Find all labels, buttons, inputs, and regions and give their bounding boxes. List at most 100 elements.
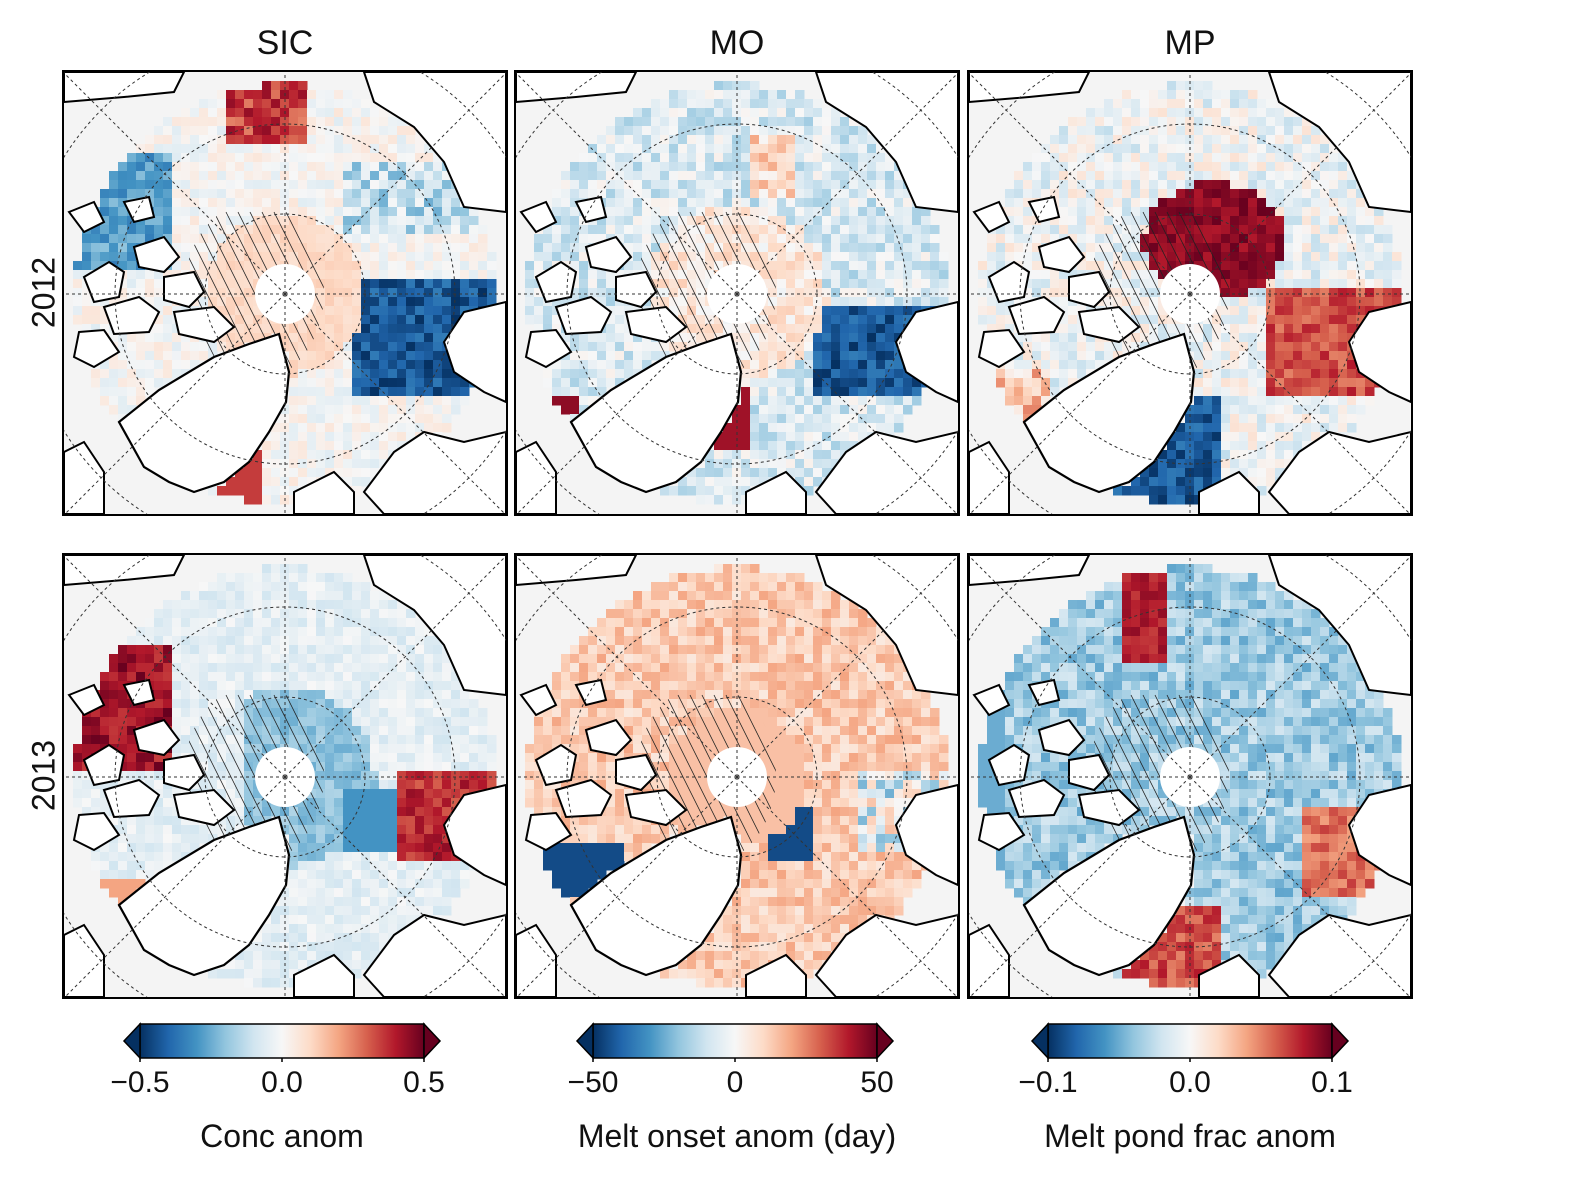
map-2012-sic	[64, 72, 506, 514]
colorbar-mp	[1030, 1022, 1360, 1172]
land-mass	[1347, 300, 1411, 404]
arctic-island	[1037, 235, 1086, 274]
land-mass	[1267, 913, 1411, 997]
colorbar-sic	[122, 1022, 452, 1172]
meridian-line	[516, 776, 738, 997]
arctic-island	[172, 788, 236, 827]
arctic-island	[172, 305, 236, 344]
column-title-sic: SIC	[256, 24, 314, 62]
land-mass	[362, 72, 506, 214]
greenland	[1022, 332, 1196, 494]
meridian-line	[969, 293, 1191, 514]
meridian-line	[284, 72, 506, 295]
land-mass	[442, 783, 506, 887]
arctic-island	[132, 235, 181, 274]
arctic-island	[122, 678, 156, 707]
land-mass	[814, 555, 958, 697]
map-panel-2013-sic	[62, 553, 508, 999]
map-panel-2012-mo	[514, 70, 960, 516]
meridian-line	[1189, 293, 1411, 514]
colorbar-gradient	[1047, 1023, 1333, 1059]
greenland	[117, 815, 291, 977]
land-mass	[969, 72, 1091, 104]
land-mass	[745, 470, 807, 514]
land-mass	[1267, 555, 1411, 697]
arctic-island	[574, 678, 608, 707]
land-mass	[64, 555, 186, 587]
colorbar-gradient	[139, 1023, 425, 1059]
arctic-island	[624, 788, 688, 827]
arctic-island	[972, 683, 1011, 717]
land-mass	[362, 430, 506, 514]
arctic-island	[977, 328, 1026, 369]
tick-mp-mid: 0.0	[1169, 1066, 1211, 1099]
meridian-line	[516, 555, 738, 778]
arctic-island	[1027, 678, 1061, 707]
tick-mo-max: 50	[860, 1066, 894, 1099]
map-2013-sic	[64, 555, 506, 997]
meridian-line	[284, 293, 506, 514]
arctic-island	[163, 753, 206, 792]
meridian-line	[1189, 555, 1411, 778]
land-mass	[745, 953, 807, 997]
arctic-island	[524, 811, 573, 852]
meridian-line	[516, 293, 738, 514]
arctic-island	[1007, 295, 1066, 336]
tick-sic-mid: 0.0	[261, 1066, 303, 1099]
land-mass	[1347, 783, 1411, 887]
land-mass	[969, 440, 1010, 514]
greenland	[117, 332, 291, 494]
arctic-island	[82, 743, 126, 787]
arctic-island	[624, 305, 688, 344]
arctic-island	[102, 778, 161, 819]
arctic-island	[1007, 778, 1066, 819]
colorbar-label-mo: Melt onset anom (day)	[577, 1118, 897, 1154]
arctic-island	[72, 328, 121, 369]
arctic-island	[102, 295, 161, 336]
arctic-island	[1068, 270, 1111, 309]
meridian-line	[284, 776, 506, 997]
land-mass	[516, 72, 638, 104]
meridian-line	[969, 72, 1191, 295]
arctic-island	[987, 260, 1031, 304]
arctic-island	[67, 200, 106, 234]
land-mass	[516, 555, 638, 587]
land-mass	[293, 470, 355, 514]
meridian-line	[969, 555, 1191, 778]
arctic-island	[1077, 305, 1141, 344]
meridian-line	[736, 72, 958, 295]
arctic-island	[132, 718, 181, 757]
arctic-island	[524, 328, 573, 369]
colorbar-label-mp: Melt pond frac anom	[1044, 1118, 1336, 1154]
arctic-island	[67, 683, 106, 717]
arctic-island	[1037, 718, 1086, 757]
map-panel-2013-mo	[514, 553, 960, 999]
meridian-line	[64, 776, 286, 997]
land-mass	[516, 440, 557, 514]
colorbar-gradient	[592, 1023, 878, 1059]
land-mass	[64, 72, 186, 104]
land-mass	[1198, 953, 1260, 997]
meridian-line	[736, 555, 958, 778]
land-mass	[814, 913, 958, 997]
meridian-line	[736, 293, 958, 514]
land-mass	[894, 300, 958, 404]
tick-sic-max: 0.5	[403, 1066, 445, 1099]
meridian-line	[969, 776, 1191, 997]
land-mass	[1198, 470, 1260, 514]
arctic-island	[584, 718, 633, 757]
land-mass	[516, 923, 557, 997]
arctic-island	[1027, 195, 1061, 224]
arctic-island	[519, 683, 558, 717]
land-mass	[814, 430, 958, 514]
land-mass	[64, 440, 105, 514]
column-title-mp: MP	[1164, 24, 1216, 62]
arctic-island	[122, 195, 156, 224]
colorbar-extend-min	[122, 1022, 141, 1060]
tick-mp-min: −0.1	[1018, 1066, 1078, 1099]
land-mass	[293, 953, 355, 997]
land-mass	[1267, 72, 1411, 214]
land-mass	[362, 555, 506, 697]
map-2012-mo	[516, 72, 958, 514]
colorbar-extend-max	[1331, 1022, 1350, 1060]
